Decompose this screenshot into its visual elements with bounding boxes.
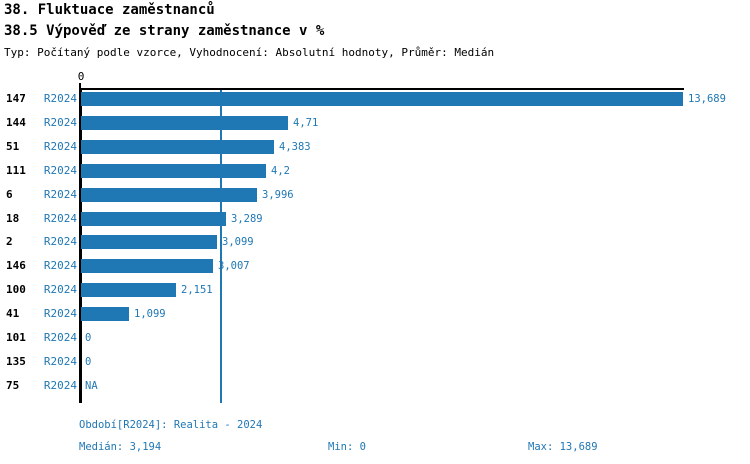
series-period-label: R2024: [43, 259, 77, 272]
y-axis-line: [79, 88, 82, 403]
series-period-label: R2024: [43, 355, 77, 368]
bar: [81, 212, 226, 226]
value-label: 4,71: [293, 117, 319, 129]
category-label: 51: [6, 140, 20, 153]
series-period-label: R2024: [43, 379, 77, 392]
x-axis-tick-label-0: 0: [77, 70, 85, 83]
value-label: NA: [85, 380, 98, 392]
category-label: 135: [6, 355, 26, 368]
series-period-label: R2024: [43, 283, 77, 296]
bar: [81, 283, 176, 297]
bar: [81, 92, 683, 106]
bar-row: 135 R2024 0: [0, 355, 750, 369]
series-period-label: R2024: [43, 116, 77, 129]
chart-subtitle: 38.5 Výpověď ze strany zaměstnance v %: [4, 23, 325, 39]
median-line: [220, 90, 222, 403]
x-axis-line: [79, 88, 684, 90]
value-label: 13,689: [688, 93, 726, 105]
bar-row: 100 R2024 2,151: [0, 283, 750, 297]
category-label: 101: [6, 331, 26, 344]
bar-row: 144 R2024 4,71: [0, 116, 750, 130]
value-label: 4,2: [271, 165, 290, 177]
x-axis-tick-mark: [79, 83, 81, 89]
value-label: 3,996: [262, 189, 294, 201]
bar: [81, 259, 213, 273]
value-label: 3,289: [231, 213, 263, 225]
category-label: 146: [6, 259, 26, 272]
category-label: 111: [6, 164, 26, 177]
series-period-label: R2024: [43, 307, 77, 320]
bar: [81, 188, 257, 202]
series-period-label: R2024: [43, 164, 77, 177]
chart-title: 38. Fluktuace zaměstnanců: [4, 2, 215, 18]
bar: [81, 140, 274, 154]
series-period-label: R2024: [43, 188, 77, 201]
category-label: 100: [6, 283, 26, 296]
bar-row: 75 R2024 NA: [0, 379, 750, 393]
bar-row: 2 R2024 3,099: [0, 235, 750, 249]
category-label: 18: [6, 212, 20, 225]
bar: [81, 116, 288, 130]
bar-row: 51 R2024 4,383: [0, 140, 750, 154]
category-label: 147: [6, 92, 26, 105]
value-label: 4,383: [279, 141, 311, 153]
category-label: 6: [6, 188, 13, 201]
footer-period-label: Období[R2024]: Realita - 2024: [79, 419, 263, 431]
bar-row: 111 R2024 4,2: [0, 164, 750, 178]
bar: [81, 164, 266, 178]
category-label: 75: [6, 379, 20, 392]
category-label: 144: [6, 116, 26, 129]
value-label: 0: [85, 332, 92, 344]
bar-row: 101 R2024 0: [0, 331, 750, 345]
footer-max-label: Max: 13,689: [528, 441, 598, 453]
bar-row: 41 R2024 1,099: [0, 307, 750, 321]
value-label: 1,099: [134, 308, 166, 320]
value-label: 3,099: [222, 236, 254, 248]
value-label: 3,007: [218, 260, 250, 272]
footer-median-label: Medián: 3,194: [79, 441, 162, 453]
series-period-label: R2024: [43, 235, 77, 248]
bar-row: 6 R2024 3,996: [0, 188, 750, 202]
series-period-label: R2024: [43, 212, 77, 225]
bar: [81, 235, 217, 249]
series-period-label: R2024: [43, 331, 77, 344]
bar-row: 147 R2024 13,689: [0, 92, 750, 106]
series-period-label: R2024: [43, 140, 77, 153]
category-label: 2: [6, 235, 13, 248]
value-label: 0: [85, 356, 92, 368]
bar: [81, 307, 129, 321]
bar-row: 18 R2024 3,289: [0, 212, 750, 226]
series-period-label: R2024: [43, 92, 77, 105]
category-label: 41: [6, 307, 20, 320]
bar-row: 146 R2024 3,007: [0, 259, 750, 273]
value-label: 2,151: [181, 284, 213, 296]
footer-min-label: Min: 0: [328, 441, 366, 453]
chart-meta-line: Typ: Počítaný podle vzorce, Vyhodnocení:…: [4, 46, 495, 59]
